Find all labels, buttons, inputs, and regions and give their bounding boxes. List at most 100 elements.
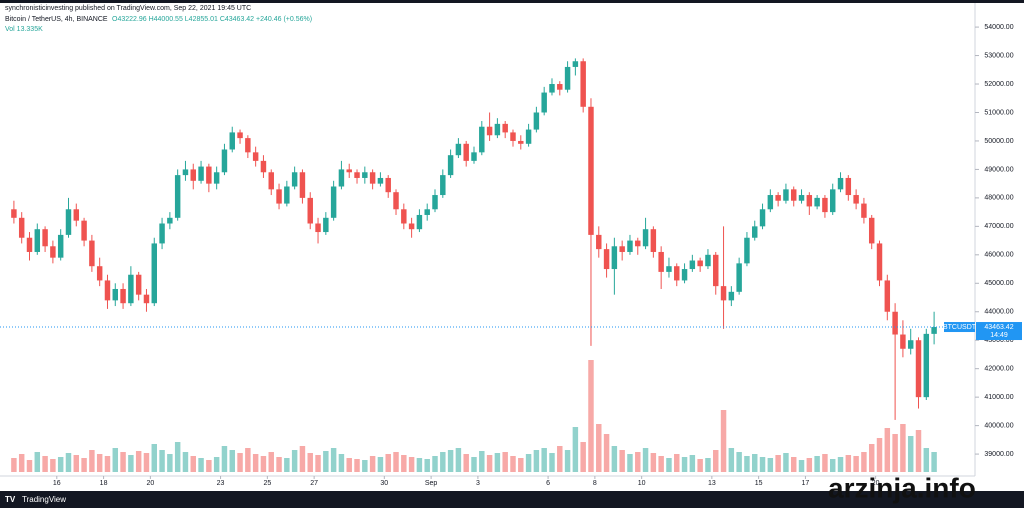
top-bar [0, 0, 1024, 3]
candle-body [377, 177, 384, 184]
candle-body [541, 92, 547, 113]
volume-bar [73, 455, 80, 472]
candle-body [291, 172, 298, 187]
candle-body [619, 246, 625, 252]
volume-bar [502, 452, 508, 472]
y-tick-label: 47000.00 [984, 223, 1013, 230]
candle-body [447, 155, 454, 176]
candle-body [884, 280, 891, 312]
candle-body [455, 143, 462, 156]
candle-body [549, 84, 555, 93]
volume-bar [892, 434, 898, 472]
candle-body [635, 240, 641, 247]
candle-body [135, 274, 142, 295]
y-tick-label: 50000.00 [984, 138, 1013, 145]
candle-body [486, 126, 493, 136]
volume-bar [486, 455, 493, 472]
x-tick-label: 20 [146, 480, 154, 487]
volume-bar [541, 448, 547, 472]
candle-body [408, 223, 415, 230]
volume-bar [338, 454, 345, 472]
candle-body [159, 223, 165, 244]
volume-bar [822, 454, 828, 472]
volume-bar [907, 436, 914, 472]
candle-body [401, 209, 407, 224]
volume-bar [151, 444, 157, 472]
volume-legend: Vol 13.335K [5, 26, 43, 33]
candle-body [806, 195, 813, 207]
candle-body [463, 143, 469, 161]
volume-bar [533, 450, 540, 472]
y-tick-label: 43000.00 [984, 337, 1013, 344]
volume-bar [245, 448, 251, 472]
candle-body [471, 152, 477, 161]
y-tick-label: 45000.00 [984, 280, 1013, 287]
volume-bar [362, 460, 368, 472]
volume-bar [167, 454, 173, 472]
plot-area [11, 26, 979, 479]
volume-bar [931, 452, 937, 472]
candle-body [299, 172, 306, 198]
y-tick-label: 40000.00 [984, 422, 1013, 429]
x-tick-label: 23 [217, 480, 225, 487]
volume-bar [307, 453, 313, 472]
y-tick-label: 42000.00 [984, 366, 1013, 373]
volume-bar [658, 456, 664, 472]
volume-bar [728, 448, 735, 472]
candle-body [525, 129, 532, 144]
volume-bar [572, 427, 579, 472]
x-tick-label: 10 [638, 480, 646, 487]
candle-body [57, 234, 64, 258]
candle-body [440, 175, 446, 196]
candle-body [167, 217, 173, 224]
candle-body [190, 169, 196, 181]
candle-body [252, 152, 259, 161]
candle-body [346, 169, 352, 173]
volume-bar [447, 450, 454, 472]
candle-body [814, 197, 820, 207]
publisher: synchronisticinvesting published on Trad… [5, 5, 251, 12]
brand[interactable]: TradingView [22, 495, 66, 504]
candle-body [837, 177, 844, 190]
candle-body [752, 226, 758, 238]
candle-body [861, 203, 867, 218]
candle-body [829, 189, 836, 213]
volume-bar [697, 459, 703, 472]
candle-body [315, 223, 321, 233]
volume-bar [510, 456, 516, 472]
volume-bar [159, 450, 165, 472]
volume-bar [284, 458, 290, 472]
candle-body [915, 340, 922, 398]
candle-body [237, 132, 243, 139]
volume-bar [268, 452, 274, 472]
y-tick-label: 39000.00 [984, 451, 1013, 458]
volume-bar [713, 450, 719, 472]
volume-bar [323, 451, 329, 472]
volume-bar [57, 457, 64, 472]
volume-bar [143, 453, 150, 472]
candle-body [783, 189, 789, 201]
y-tick-label: 52000.00 [984, 81, 1013, 88]
volume-bar [744, 456, 750, 472]
volume-bar [588, 360, 594, 472]
volume-bar [96, 454, 103, 472]
candle-body [120, 288, 126, 304]
x-tick-label: 13 [708, 480, 716, 487]
candle-body [923, 333, 930, 398]
x-tick-label: 30 [380, 480, 388, 487]
candle-body [767, 195, 774, 210]
volume-bar [783, 453, 789, 472]
volume-bar [252, 454, 259, 472]
volume-bar [346, 458, 352, 472]
candle-body [18, 217, 25, 238]
volume-bar [299, 446, 306, 472]
candle-body [642, 229, 649, 247]
volume-bar [580, 442, 586, 472]
volume-bar [689, 455, 696, 472]
volume-bar [206, 460, 212, 472]
volume-bar [900, 424, 906, 472]
volume-bar [829, 459, 836, 472]
volume-bar [923, 448, 930, 472]
candle-body [627, 240, 633, 252]
candle-body [658, 251, 664, 272]
